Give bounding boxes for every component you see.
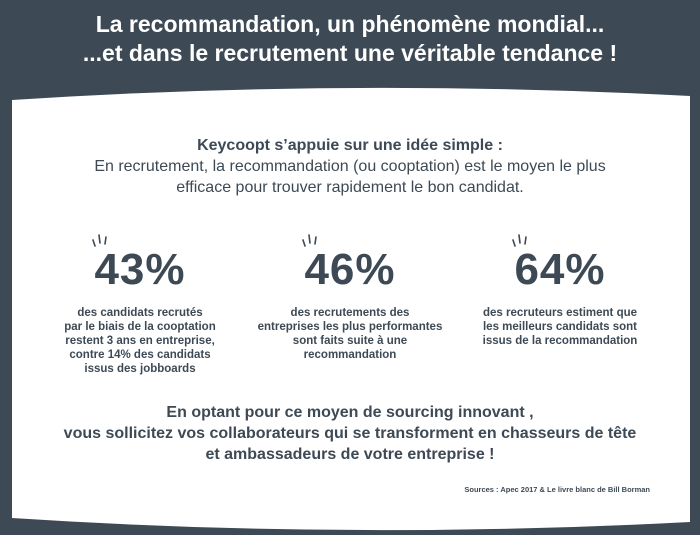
emphasis-ticks-icon	[512, 234, 527, 247]
intro-line-2: efficace pour trouver rapidement le bon …	[176, 179, 524, 196]
intro: Keycoopt s’appuie sur une idée simple : …	[20, 135, 680, 198]
stat-desc-line: restent 3 ans en entreprise,	[65, 335, 215, 347]
stat-desc-line: contre 14% des candidats	[69, 349, 211, 361]
emphasis-ticks-icon	[302, 234, 317, 247]
stat-desc-line: les meilleurs candidats sont	[482, 321, 638, 333]
header-line-2: ...et dans le recrutement une véritable …	[82, 40, 618, 66]
stat-desc-line: par le biais de la cooptation	[64, 321, 216, 333]
stat-desc-line: recommandation	[303, 349, 397, 361]
stat-value: 43%	[94, 245, 186, 294]
intro-line-1: En recrutement, la recommandation (ou co…	[94, 158, 606, 175]
closing-line-1: En optant pour ce moyen de sourcing inno…	[166, 404, 534, 421]
stat-value: 64%	[514, 245, 606, 294]
stat-description: des recruteurs estiment que les meilleur…	[450, 306, 670, 348]
stat-description: des recrutements des entreprises les plu…	[240, 306, 460, 362]
closing-line-2: vous sollicitez vos collaborateurs qui s…	[63, 425, 637, 442]
closing-statement: En optant pour ce moyen de sourcing inno…	[20, 402, 680, 465]
stat-desc-line: issus de la recommandation	[482, 335, 638, 347]
stat-desc-line: des candidats recrutés	[77, 307, 203, 319]
intro-lead: Keycoopt s’appuie sur une idée simple :	[197, 137, 503, 154]
header-line-1: La recommandation, un phénomène mondial.…	[95, 11, 605, 37]
stat-desc-line: entreprises les plus performantes	[257, 321, 443, 333]
header: La recommandation, un phénomène mondial.…	[0, 0, 700, 90]
stat-desc-line: issus des jobboards	[84, 363, 196, 375]
stat-desc-line: des recruteurs estiment que	[482, 307, 638, 319]
sources-note: Sources : Apec 2017 & Le livre blanc de …	[464, 485, 650, 494]
emphasis-ticks-icon	[92, 234, 107, 247]
stat-description: des candidats recrutés par le biais de l…	[30, 306, 250, 376]
stat-value: 46%	[304, 245, 396, 294]
closing-line-3: et ambassadeurs de votre entreprise !	[205, 446, 495, 463]
stat-desc-line: sont faits suite à une	[292, 335, 408, 347]
stat-43: 43% des candidats recrutés par le biais …	[30, 232, 250, 376]
stat-64: 64% des recruteurs estiment que les meil…	[450, 232, 670, 348]
stat-desc-line: des recrutements des	[290, 307, 410, 319]
stat-46: 46% des recrutements des entreprises les…	[240, 232, 460, 362]
